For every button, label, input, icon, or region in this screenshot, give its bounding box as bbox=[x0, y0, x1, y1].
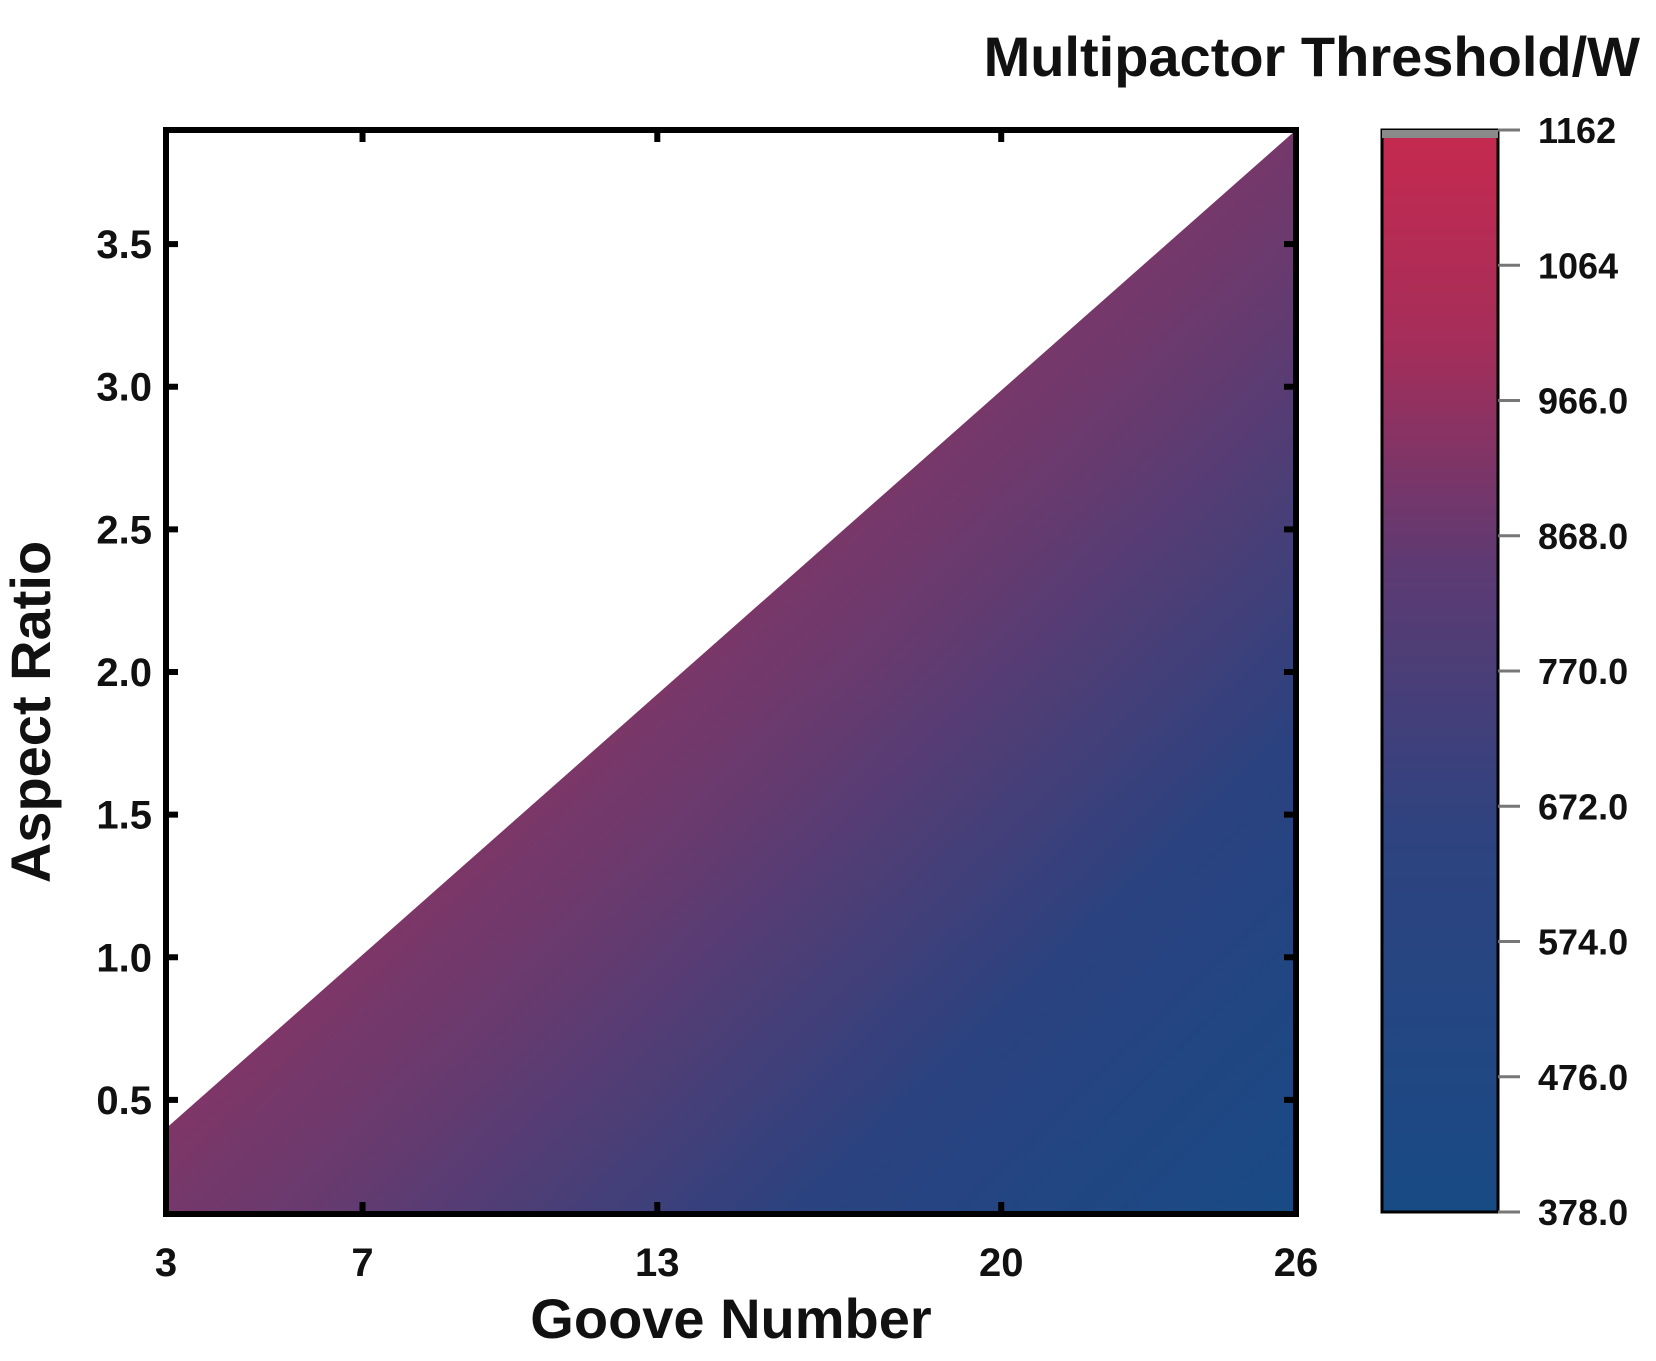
y-tick-label: 0.5 bbox=[96, 1079, 152, 1123]
x-tick-label: 20 bbox=[979, 1241, 1024, 1285]
x-axis: 3 7 13 20 26 bbox=[155, 130, 1318, 1285]
colorbar bbox=[1380, 128, 1500, 1214]
colorbar-tick-label: 672.0 bbox=[1538, 786, 1628, 827]
colorbar-tick-label: 378.0 bbox=[1538, 1192, 1628, 1233]
y-axis: 0.5 1.0 1.5 2.0 2.5 3.0 3.5 bbox=[96, 223, 1296, 1123]
y-tick-label: 2.5 bbox=[96, 508, 152, 552]
x-tick-label: 26 bbox=[1274, 1241, 1319, 1285]
colorbar-tick-label: 966.0 bbox=[1538, 381, 1628, 422]
y-tick-label: 3.0 bbox=[96, 366, 152, 410]
heatmap-region bbox=[166, 130, 1296, 1214]
colorbar-title: Multipactor Threshold/W bbox=[984, 25, 1641, 88]
y-axis-title: Aspect Ratio bbox=[0, 541, 62, 883]
colorbar-tick-label: 1162 bbox=[1538, 110, 1616, 151]
x-tick-label: 13 bbox=[635, 1241, 680, 1285]
x-axis-title: Goove Number bbox=[530, 1287, 931, 1350]
y-tick-label: 2.0 bbox=[96, 651, 152, 695]
colorbar-tick-label: 770.0 bbox=[1538, 651, 1628, 692]
y-tick-label: 3.5 bbox=[96, 223, 152, 267]
colorbar-top-cap bbox=[1382, 130, 1498, 138]
colorbar-tick-label: 868.0 bbox=[1538, 516, 1628, 557]
y-tick-label: 1.0 bbox=[96, 936, 152, 980]
y-tick-label: 1.5 bbox=[96, 794, 152, 838]
colorbar-ticks: 1162 1064 966.0 868.0 770.0 672.0 574.0 476.0 37… bbox=[1498, 110, 1628, 1233]
colorbar-tick-label: 476.0 bbox=[1538, 1057, 1628, 1098]
colorbar-tick-label: 574.0 bbox=[1538, 922, 1628, 963]
x-tick-label: 3 bbox=[155, 1241, 177, 1285]
x-tick-label: 7 bbox=[351, 1241, 373, 1285]
colorbar-tick-label: 1064 bbox=[1538, 245, 1618, 286]
